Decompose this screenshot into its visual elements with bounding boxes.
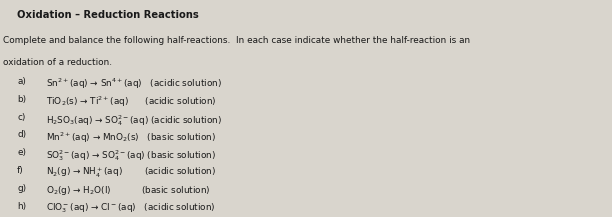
- Text: f): f): [17, 166, 24, 175]
- Text: a): a): [17, 77, 26, 86]
- Text: H$_2$SO$_3$(aq) → SO$_4^{2-}$(aq) (acidic solution): H$_2$SO$_3$(aq) → SO$_4^{2-}$(aq) (acidi…: [46, 113, 222, 128]
- Text: g): g): [17, 184, 26, 193]
- Text: ClO$_3^-$(aq) → Cl$^-$(aq)   (acidic solution): ClO$_3^-$(aq) → Cl$^-$(aq) (acidic solut…: [46, 202, 215, 215]
- Text: c): c): [17, 113, 26, 122]
- Text: d): d): [17, 130, 26, 139]
- Text: b): b): [17, 95, 26, 104]
- Text: Complete and balance the following half-reactions.  In each case indicate whethe: Complete and balance the following half-…: [3, 36, 470, 45]
- Text: N$_2$(g) → NH$_4^+$(aq)        (acidic solution): N$_2$(g) → NH$_4^+$(aq) (acidic solution…: [46, 166, 216, 180]
- Text: oxidation of a reduction.: oxidation of a reduction.: [3, 58, 112, 66]
- Text: Sn$^{2+}$(aq) → Sn$^{4+}$(aq)   (acidic solution): Sn$^{2+}$(aq) → Sn$^{4+}$(aq) (acidic so…: [46, 77, 222, 91]
- Text: SO$_3^{2-}$(aq) → SO$_4^{2-}$(aq) (basic solution): SO$_3^{2-}$(aq) → SO$_4^{2-}$(aq) (basic…: [46, 148, 216, 163]
- Text: TiO$_2$(s) → Ti$^{2+}$(aq)      (acidic solution): TiO$_2$(s) → Ti$^{2+}$(aq) (acidic solut…: [46, 95, 217, 109]
- Text: e): e): [17, 148, 26, 157]
- Text: O$_2$(g) → H$_2$O(l)           (basic solution): O$_2$(g) → H$_2$O(l) (basic solution): [46, 184, 211, 197]
- Text: Mn$^{2+}$(aq) → MnO$_2$(s)   (basic solution): Mn$^{2+}$(aq) → MnO$_2$(s) (basic soluti…: [46, 130, 216, 145]
- Text: h): h): [17, 202, 26, 210]
- Text: Oxidation – Reduction Reactions: Oxidation – Reduction Reactions: [17, 10, 199, 20]
